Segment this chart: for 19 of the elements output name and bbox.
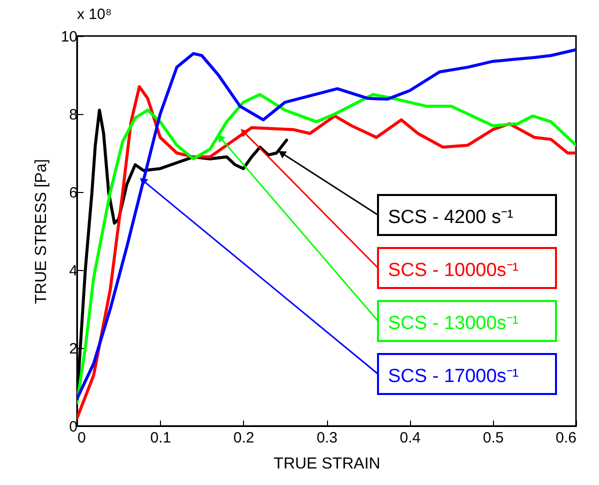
x-tick-label: 0.2 [233, 430, 254, 446]
y-tick-label: 0 [69, 418, 78, 436]
x-tick-label: 0.3 [316, 430, 338, 446]
annotation: SCS - 17000s⁻¹ [388, 366, 519, 387]
y-tick-label: 2 [69, 340, 78, 358]
y-tick-label: 4 [69, 262, 78, 280]
y-axis-title: TRUE STRESS [Pa] [32, 159, 50, 304]
x-tick-label: 0.1 [150, 430, 172, 446]
x-axis-title: TRUE STRAIN [274, 456, 380, 472]
annotation: SCS - 13000s⁻¹ [388, 313, 519, 334]
x-tick-label: 0.5 [482, 430, 504, 446]
y-tick-label: 8 [69, 106, 78, 124]
annotation: SCS - 4200 s⁻¹ [388, 207, 514, 228]
y-tick-label: 10 [60, 28, 78, 46]
y-tick-label: 6 [69, 184, 78, 202]
text: x 10⁸ [77, 6, 112, 23]
annotation: SCS - 10000s⁻¹ [388, 260, 519, 281]
x-tick-label: 0.4 [400, 430, 421, 446]
x-tick-label: 0.6 [556, 430, 576, 446]
